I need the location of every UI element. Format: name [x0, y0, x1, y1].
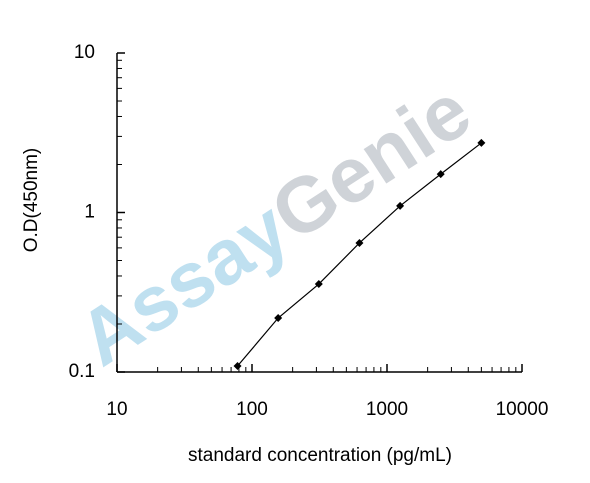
watermark-text: Assay: [63, 184, 304, 383]
watermark: Assay Genie: [63, 66, 485, 383]
data-point: [396, 201, 405, 210]
data-point: [233, 362, 242, 371]
x-tick-label: 100: [236, 399, 268, 420]
data-point: [355, 238, 364, 247]
x-tick-label: 10000: [496, 399, 549, 420]
x-tick-label: 10: [106, 399, 127, 420]
data-point: [436, 170, 445, 179]
data-point: [274, 314, 283, 323]
x-axis-label: standard concentration (pg/mL): [188, 445, 452, 466]
data-point: [314, 280, 323, 289]
y-axis-label: O.D(450nm): [21, 148, 42, 253]
y-tick-label: 0.1: [69, 361, 95, 382]
watermark-text: Genie: [256, 66, 486, 258]
data-point: [477, 138, 486, 147]
y-tick-label: 10: [74, 42, 95, 63]
x-tick-label: 1000: [366, 399, 408, 420]
y-tick-label: 1: [84, 202, 95, 223]
